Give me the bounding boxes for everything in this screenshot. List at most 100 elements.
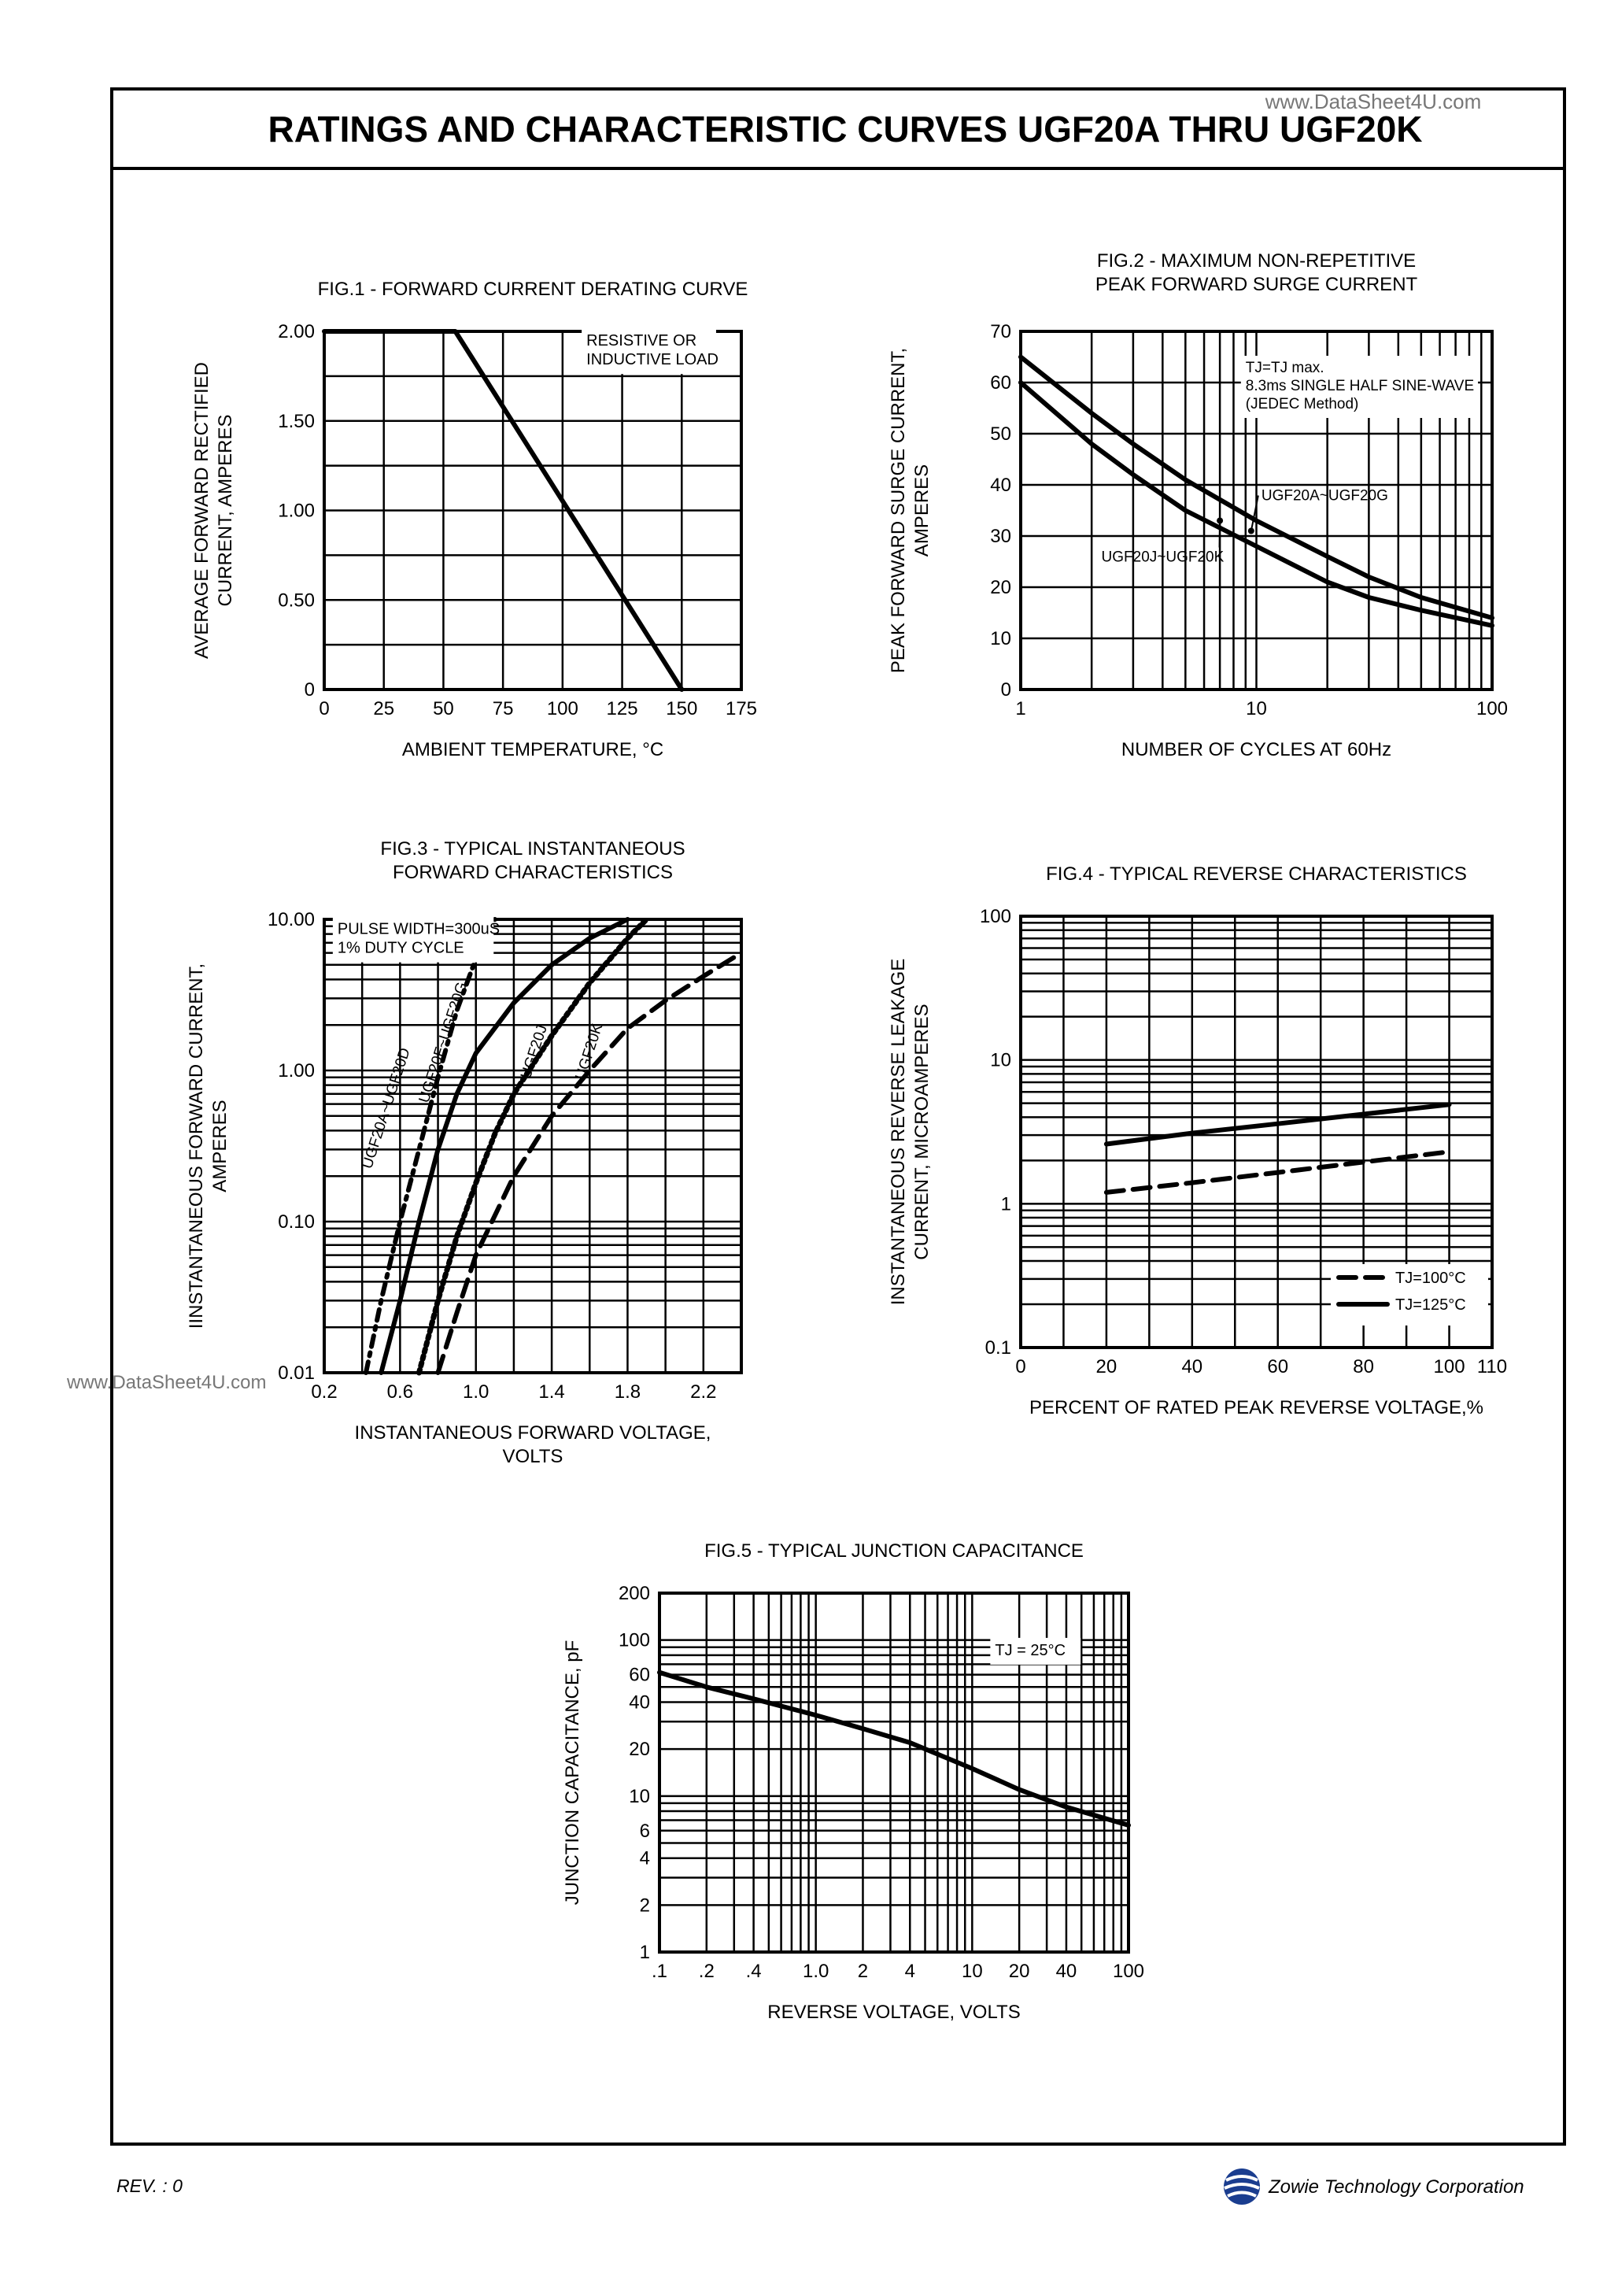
fig2-y-axis-label: PEAK FORWARD SURGE CURRENT, bbox=[888, 348, 909, 673]
fig2-series-line bbox=[1018, 380, 1494, 628]
company-name: Zowie Technology Corporation bbox=[1268, 2176, 1524, 2198]
fig2-y-tick-label: 0 bbox=[1001, 679, 1011, 701]
fig3-annotation-bg bbox=[332, 916, 494, 963]
fig3-annotation-text: 1% DUTY CYCLE bbox=[338, 940, 464, 957]
fig3-forward-chart: 0.2 0.6 1.0 1.4 1.8 2.2 0.01 0.10 1.00 10.00 FIG.3… bbox=[186, 838, 744, 1467]
fig4-series-line bbox=[1103, 1149, 1452, 1195]
fig5-x-tick-label: .2 bbox=[699, 1961, 715, 1982]
fig3-annotation-text: PULSE WIDTH=300uS bbox=[338, 921, 500, 938]
fig2-x-tick-label: 10 bbox=[1246, 698, 1267, 719]
fig2-annotation-text: 8.3ms SINGLE HALF SINE-WAVE bbox=[1246, 378, 1474, 394]
fig2-x-axis-label: NUMBER OF CYCLES AT 60Hz bbox=[1121, 739, 1391, 760]
fig2-series-arrow bbox=[1250, 495, 1259, 531]
watermark-top: www.DataSheet4U.com bbox=[1265, 90, 1482, 113]
fig4-y-axis-label: INSTANTANEOUS REVERSE LEAKAGE bbox=[888, 959, 909, 1306]
fig5-y-tick-label: 40 bbox=[629, 1692, 650, 1714]
fig3-y-tick-label: 0.10 bbox=[278, 1211, 315, 1233]
fig2-annotation-text: TJ=TJ max. bbox=[1246, 360, 1324, 376]
fig5-y-tick-label: 200 bbox=[619, 1583, 650, 1604]
fig5-y-tick-label: 2 bbox=[640, 1895, 650, 1916]
fig1-annotation-text: INDUCTIVE LOAD bbox=[586, 351, 718, 368]
fig1-x-tick-label: 100 bbox=[547, 698, 578, 719]
fig1-x-tick-label: 150 bbox=[666, 698, 697, 719]
fig2-y-tick-label: 30 bbox=[990, 526, 1011, 547]
fig1-x-tick-label: 50 bbox=[433, 698, 454, 719]
fig5-x-tick-label: 40 bbox=[1056, 1961, 1077, 1982]
fig4-chart-title: FIG.4 - TYPICAL REVERSE CHARACTERISTICS bbox=[1046, 863, 1467, 885]
fig4-x-tick-label: 60 bbox=[1267, 1356, 1288, 1377]
fig5-capacitance-chart: .1 .2 .4 1.0 2 4 10 20 40 100 1 2 4 6 10 20 40 60 100 200 FI… bbox=[562, 1540, 1144, 2023]
fig5-series-line bbox=[657, 1669, 1131, 1828]
fig5-x-axis-label: REVERSE VOLTAGE, VOLTS bbox=[767, 2002, 1020, 2023]
fig2-surge-chart: 1 10 100 0 10 20 30 40 50 60 70 FIG.2 - MAXIMUM NON… bbox=[888, 250, 1508, 760]
fig1-derating-chart: 0 25 50 75 100 125 150 175 0 0.50 1.00 1.50 2.00FIG.… bbox=[191, 279, 757, 760]
fig2-y-tick-label: 10 bbox=[990, 628, 1011, 649]
fig5-y-axis-label: JUNCTION CAPACITANCE, pF bbox=[562, 1640, 583, 1905]
fig3-y-axis-label: AMPERES bbox=[209, 1100, 231, 1192]
fig1-y-tick-label: 1.50 bbox=[278, 411, 315, 432]
fig4-x-tick-label: 110 bbox=[1477, 1356, 1507, 1377]
fig2-plot-frame bbox=[1019, 330, 1494, 691]
fig3-y-tick-label: 0.01 bbox=[278, 1362, 315, 1384]
fig5-y-tick-label: 1 bbox=[640, 1942, 650, 1963]
fig4-y-axis-label: CURRENT, MICROAMPERES bbox=[911, 1004, 933, 1259]
fig1-chart-title: FIG.1 - FORWARD CURRENT DERATING CURVE bbox=[318, 279, 748, 300]
fig5-x-tick-label: 20 bbox=[1009, 1961, 1030, 1982]
fig5-x-tick-label: 1.0 bbox=[803, 1961, 829, 1982]
fig2-series-label: UGF20A~UGF20G bbox=[1262, 488, 1388, 505]
revision-label: REV. : 0 bbox=[116, 2176, 183, 2196]
fig2-y-tick-label: 40 bbox=[990, 475, 1011, 496]
fig1-y-tick-label: 2.00 bbox=[278, 321, 315, 342]
fig1-y-tick-label: 1.00 bbox=[278, 501, 315, 522]
fig5-y-tick-label: 100 bbox=[619, 1630, 650, 1651]
fig5-x-tick-label: 4 bbox=[905, 1961, 915, 1982]
fig2-series-line bbox=[1018, 354, 1494, 620]
fig3-plot-frame bbox=[323, 918, 743, 1374]
fig4-y-tick-label: 1 bbox=[1001, 1193, 1011, 1215]
fig5-y-tick-label: 10 bbox=[629, 1786, 650, 1807]
fig4-series-line bbox=[1103, 1102, 1452, 1147]
fig3-series-line bbox=[416, 916, 649, 1376]
fig4-x-tick-label: 100 bbox=[1434, 1356, 1465, 1377]
fig5-annotation-text: TJ = 25°C bbox=[995, 1642, 1066, 1659]
page-title: RATINGS AND CHARACTERISTIC CURVES UGF20A… bbox=[268, 109, 1423, 150]
fig1-x-tick-label: 75 bbox=[493, 698, 514, 719]
fig3-series-line bbox=[379, 917, 630, 1375]
fig2-series-arrow bbox=[1218, 520, 1221, 548]
fig2-y-tick-label: 70 bbox=[990, 321, 1011, 342]
fig5-x-tick-label: 100 bbox=[1113, 1961, 1144, 1982]
fig2-annotation-text: (JEDEC Method) bbox=[1246, 396, 1359, 412]
fig4-legend-box bbox=[1331, 1264, 1488, 1325]
fig1-annotation-text: RESISTIVE OR bbox=[586, 332, 696, 349]
fig2-x-tick-label: 1 bbox=[1015, 698, 1025, 719]
fig5-chart-title: FIG.5 - TYPICAL JUNCTION CAPACITANCE bbox=[704, 1540, 1084, 1562]
fig2-y-axis-label: AMPERES bbox=[911, 464, 933, 556]
fig1-x-tick-label: 0 bbox=[319, 698, 329, 719]
fig3-x-tick-label: 1.8 bbox=[615, 1381, 641, 1403]
fig4-y-tick-label: 0.1 bbox=[985, 1337, 1011, 1359]
fig4-legend-label: TJ=125°C bbox=[1395, 1296, 1466, 1314]
fig4-y-tick-label: 100 bbox=[980, 906, 1011, 927]
fig2-chart-title: PEAK FORWARD SURGE CURRENT bbox=[1095, 274, 1418, 295]
fig2-y-tick-label: 50 bbox=[990, 423, 1011, 445]
fig5-y-tick-label: 6 bbox=[640, 1821, 650, 1842]
fig1-x-tick-label: 25 bbox=[373, 698, 394, 719]
fig3-x-axis-label: INSTANTANEOUS FORWARD VOLTAGE, bbox=[355, 1422, 711, 1444]
fig2-series-label: UGF20J~UGF20K bbox=[1102, 549, 1225, 566]
fig1-series-line bbox=[322, 329, 685, 692]
fig3-series-line bbox=[364, 917, 497, 1375]
fig1-x-tick-label: 125 bbox=[607, 698, 638, 719]
fig2-chart-title: FIG.2 - MAXIMUM NON-REPETITIVE bbox=[1097, 250, 1416, 272]
fig4-x-tick-label: 20 bbox=[1096, 1356, 1117, 1377]
fig5-plot-frame bbox=[658, 1592, 1130, 1954]
fig2-x-tick-label: 100 bbox=[1476, 698, 1508, 719]
fig1-y-tick-label: 0 bbox=[305, 679, 315, 701]
fig2-series-arrow-head bbox=[1217, 517, 1224, 524]
fig3-chart-title: FORWARD CHARACTERISTICS bbox=[393, 862, 673, 883]
watermark-side: www.DataSheet4U.com bbox=[66, 1372, 266, 1393]
fig1-plot-frame bbox=[323, 330, 743, 691]
fig2-annotation-bg bbox=[1240, 356, 1479, 418]
zowie-globe-icon bbox=[1224, 2168, 1260, 2205]
fig4-y-tick-label: 10 bbox=[990, 1050, 1011, 1071]
